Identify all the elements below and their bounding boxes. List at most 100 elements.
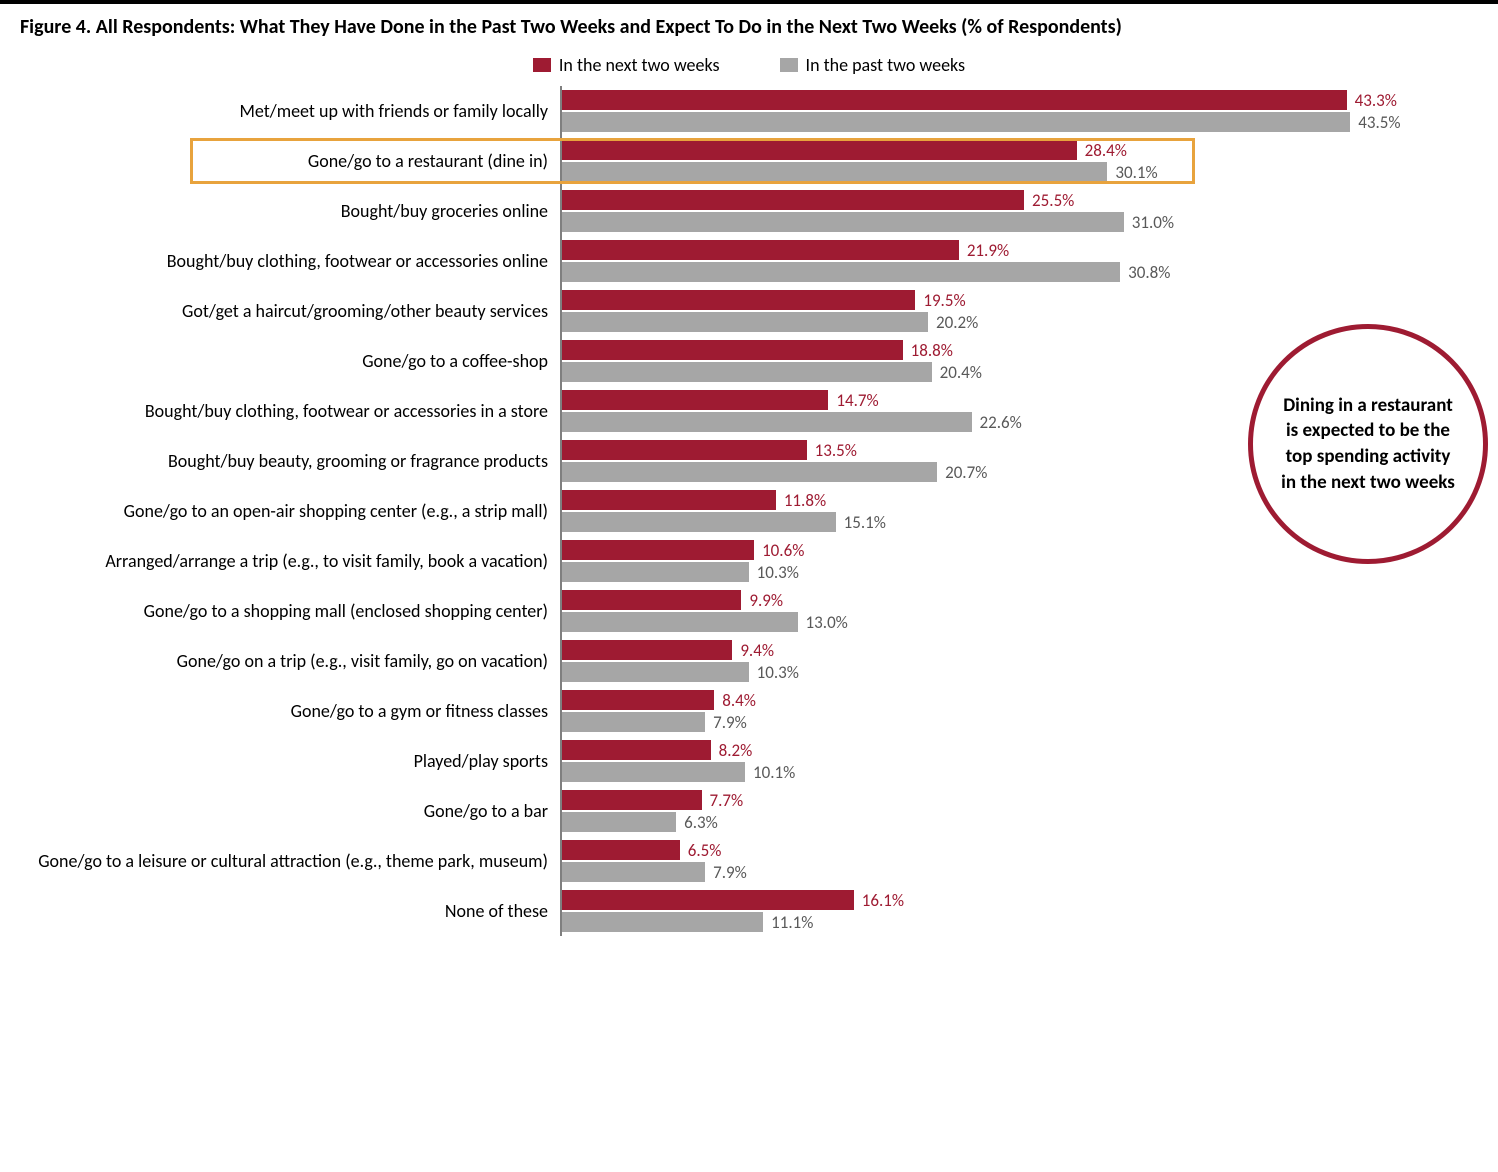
bar-next: 9.4% (562, 640, 1468, 660)
bar-next: 6.5% (562, 840, 1468, 860)
chart-body: Met/meet up with friends or family local… (30, 86, 1468, 936)
bar-past-fill: 7.9% (562, 862, 705, 882)
bar-next: 8.4% (562, 690, 1468, 710)
bar-past: 10.3% (562, 562, 1468, 582)
category-label: Bought/buy beauty, grooming or fragrance… (30, 436, 560, 486)
bar-past: 7.9% (562, 712, 1468, 732)
bar-next: 8.2% (562, 740, 1468, 760)
bar-next: 21.9% (562, 240, 1468, 260)
bar-next-fill: 28.4% (562, 140, 1077, 160)
bar-next-fill: 9.4% (562, 640, 732, 660)
figure-title: Figure 4. All Respondents: What They Hav… (0, 4, 1498, 44)
legend-item-next: In the next two weeks (533, 54, 720, 76)
bar-past: 30.1% (562, 162, 1468, 182)
bar-past-value: 43.5% (1350, 112, 1400, 132)
bar-past-value: 30.1% (1107, 162, 1157, 182)
category-label: Gone/go to a restaurant (dine in) (30, 136, 560, 186)
category-label: Bought/buy clothing, footwear or accesso… (30, 236, 560, 286)
legend-swatch-past (780, 58, 798, 72)
category-label: Bought/buy clothing, footwear or accesso… (30, 386, 560, 436)
category-label: Gone/go to a shopping mall (enclosed sho… (30, 586, 560, 636)
bar-past-fill: 15.1% (562, 512, 836, 532)
bar-past-value: 15.1% (836, 512, 886, 532)
bar-past-fill: 11.1% (562, 912, 763, 932)
bar-next-fill: 43.3% (562, 90, 1347, 110)
legend-label-past: In the past two weeks (806, 54, 966, 76)
category-label: Bought/buy groceries online (30, 186, 560, 236)
bar-pair: 43.3%43.5% (562, 86, 1468, 136)
bar-past: 10.1% (562, 762, 1468, 782)
bar-past: 11.1% (562, 912, 1468, 932)
bar-past: 7.9% (562, 862, 1468, 882)
bar-past-value: 20.7% (937, 462, 987, 482)
bar-past-fill: 30.8% (562, 262, 1120, 282)
bar-next-fill: 25.5% (562, 190, 1024, 210)
bar-next-value: 21.9% (959, 240, 1009, 260)
category-label: Gone/go to a gym or fitness classes (30, 686, 560, 736)
bar-past-fill: 6.3% (562, 812, 676, 832)
bar-past-fill: 20.2% (562, 312, 928, 332)
bar-past-fill: 43.5% (562, 112, 1350, 132)
bar-pair: 28.4%30.1% (562, 136, 1468, 186)
bar-next-fill: 8.2% (562, 740, 711, 760)
bar-next: 43.3% (562, 90, 1468, 110)
bar-past-fill: 7.9% (562, 712, 705, 732)
bar-past-fill: 10.3% (562, 662, 749, 682)
bar-past: 10.3% (562, 662, 1468, 682)
bar-next: 16.1% (562, 890, 1468, 910)
bar-past-value: 13.0% (798, 612, 848, 632)
bar-next: 25.5% (562, 190, 1468, 210)
bar-pair: 9.9% 13.0% (562, 586, 1468, 636)
bar-next-fill: 8.4% (562, 690, 714, 710)
bar-past-value: 10.1% (745, 762, 795, 782)
bar-next-value: 25.5% (1024, 190, 1074, 210)
bar-pair: 25.5%31.0% (562, 186, 1468, 236)
bar-next-value: 18.8% (903, 340, 953, 360)
bar-next-fill: 13.5% (562, 440, 807, 460)
bar-past: 43.5% (562, 112, 1468, 132)
bar-pair: 8.4%7.9% (562, 686, 1468, 736)
bar-past-fill: 20.7% (562, 462, 937, 482)
category-label: Gone/go on a trip (e.g., visit family, g… (30, 636, 560, 686)
category-label: Gone/go to a leisure or cultural attract… (30, 836, 560, 886)
legend-label-next: In the next two weeks (559, 54, 720, 76)
bar-past-value: 22.6% (972, 412, 1022, 432)
bar-past: 31.0% (562, 212, 1468, 232)
bar-past-fill: 22.6% (562, 412, 972, 432)
category-label: None of these (30, 886, 560, 936)
bar-pair: 16.1%11.1% (562, 886, 1468, 936)
category-label: Arranged/arrange a trip (e.g., to visit … (30, 536, 560, 586)
category-label: Played/play sports (30, 736, 560, 786)
bar-past-fill: 10.1% (562, 762, 745, 782)
bar-past-value: 11.1% (763, 912, 813, 932)
bar-next-value: 16.1% (854, 890, 904, 910)
legend-swatch-next (533, 58, 551, 72)
bar-past-value: 7.9% (705, 862, 747, 882)
bar-next-fill: 9.9% (562, 590, 741, 610)
bar-next-fill: 10.6% (562, 540, 754, 560)
bar-next-fill: 14.7% (562, 390, 828, 410)
bar-next-value: 11.8% (776, 490, 826, 510)
chart-container: In the next two weeks In the past two we… (0, 44, 1498, 966)
bar-next-value: 43.3% (1347, 90, 1397, 110)
bar-next-value: 9.9% (741, 590, 783, 610)
bar-past-value: 10.3% (749, 562, 799, 582)
bar-pair: 7.7%6.3% (562, 786, 1468, 836)
bar-next: 9.9% (562, 590, 1468, 610)
bar-pair: 6.5%7.9% (562, 836, 1468, 886)
bar-next-value: 8.2% (711, 740, 753, 760)
bar-next-value: 13.5% (807, 440, 857, 460)
category-label: Gone/go to an open-air shopping center (… (30, 486, 560, 536)
bar-next-value: 10.6% (754, 540, 804, 560)
bar-past: 13.0% (562, 612, 1468, 632)
callout-text: Dining in a restaurant is expected to be… (1281, 393, 1455, 496)
legend-item-past: In the past two weeks (780, 54, 966, 76)
bar-pair: 9.4%10.3% (562, 636, 1468, 686)
bar-next-fill: 16.1% (562, 890, 854, 910)
bar-next-value: 9.4% (732, 640, 774, 660)
bar-pair: 21.9%30.8% (562, 236, 1468, 286)
bar-next-value: 19.5% (915, 290, 965, 310)
bar-past: 30.8% (562, 262, 1468, 282)
bar-past-fill: 30.1% (562, 162, 1107, 182)
bar-next-value: 14.7% (828, 390, 878, 410)
